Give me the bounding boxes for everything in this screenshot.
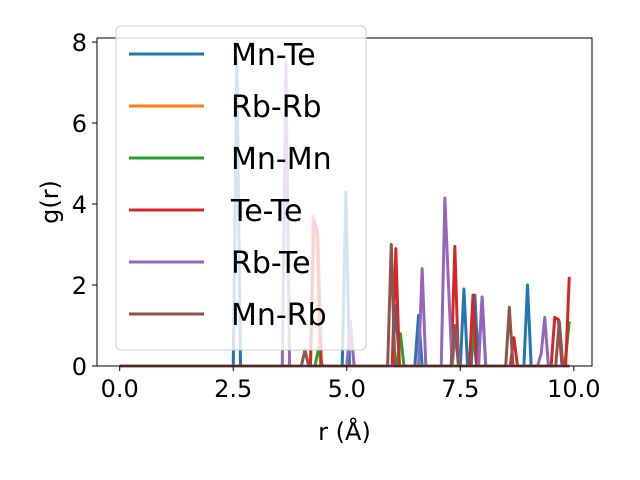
legend-label: Mn-Rb (231, 298, 327, 333)
legend-label: Mn-Mn (231, 142, 332, 177)
y-tick-label: 8 (72, 29, 87, 57)
y-tick-label: 6 (72, 110, 87, 138)
legend-label: Rb-Te (231, 246, 311, 281)
y-tick-label: 2 (72, 272, 87, 300)
x-tick-label: 2.5 (214, 375, 252, 403)
x-tick-label: 7.5 (441, 375, 479, 403)
y-tick-label: 0 (72, 353, 87, 381)
legend-label: Te-Te (230, 194, 302, 229)
y-tick-label: 4 (72, 191, 87, 219)
legend-label: Mn-Te (231, 38, 316, 73)
y-axis-label: g(r) (36, 180, 64, 224)
ticks-layer: 0.0 2.5 5.0 7.5 10.0 0 2 4 6 8 (72, 29, 601, 403)
x-tick-label: 5.0 (328, 375, 366, 403)
x-tick-label: 10.0 (547, 375, 600, 403)
x-tick-label: 0.0 (101, 375, 139, 403)
legend: Mn-Te Rb-Rb Mn-Mn Te-Te Rb-Te Mn-Rb (115, 25, 367, 351)
legend-label: Rb-Rb (231, 90, 322, 125)
x-axis-label: r (Å) (318, 417, 371, 446)
series-line-Mn-Rb (119, 243, 570, 368)
